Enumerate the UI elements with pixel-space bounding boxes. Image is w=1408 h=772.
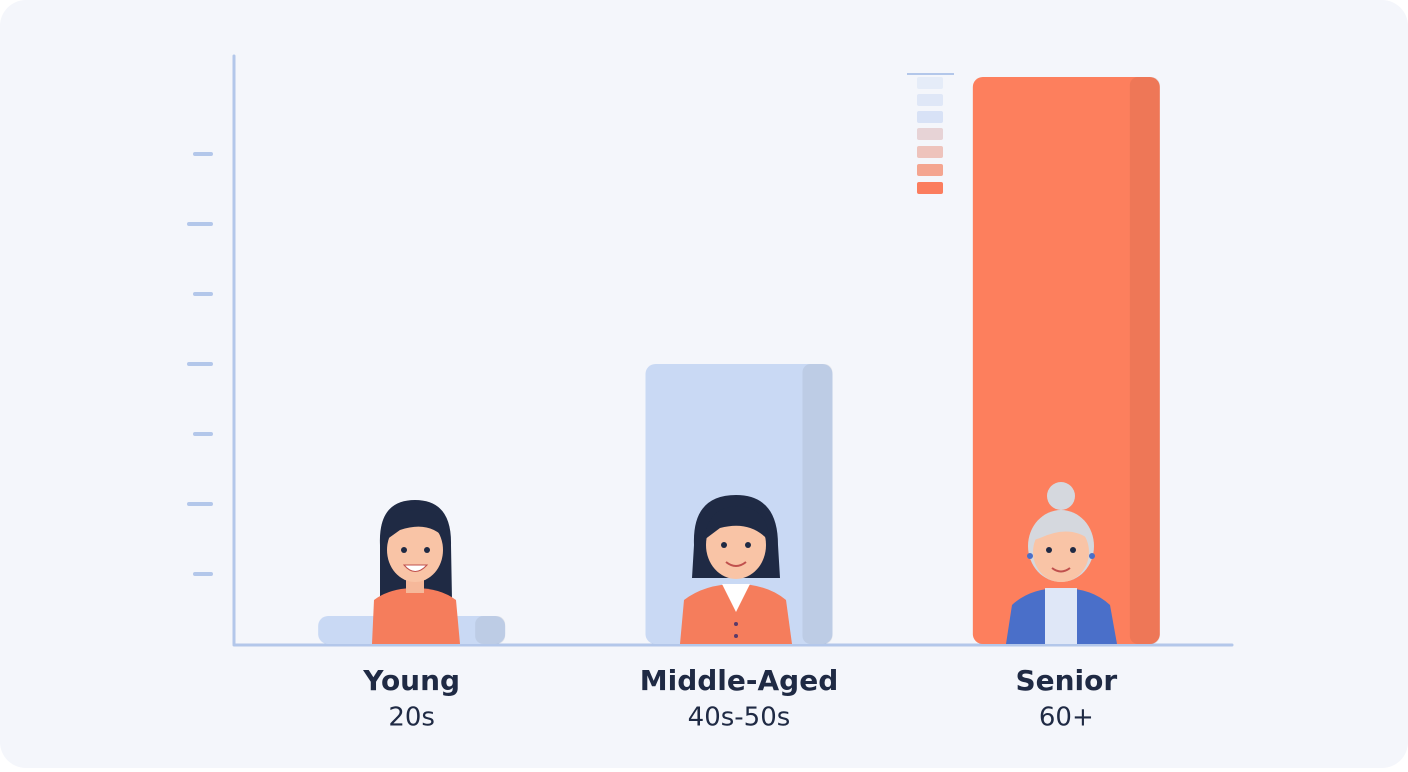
middle-aged-figure [680,495,792,644]
young-figure [372,500,460,644]
age-range-label: 60+ [1039,703,1094,733]
category-label: Senior [1015,664,1117,697]
labels: Young 20s Middle-Aged 40s-50s Senior 60+ [362,664,1117,733]
bar-shade [802,364,833,644]
bar [972,77,1160,644]
age-range-label: 40s-50s [688,703,791,733]
bars [318,77,1160,644]
bar-shade [475,616,506,644]
senior-figure [1006,482,1117,644]
age-range-label: 20s [388,703,435,733]
bar-shade [1129,77,1160,644]
gradient-scale [907,73,954,194]
category-label: Middle-Aged [640,664,839,697]
axes [187,54,1234,647]
category-label: Young [362,664,460,697]
